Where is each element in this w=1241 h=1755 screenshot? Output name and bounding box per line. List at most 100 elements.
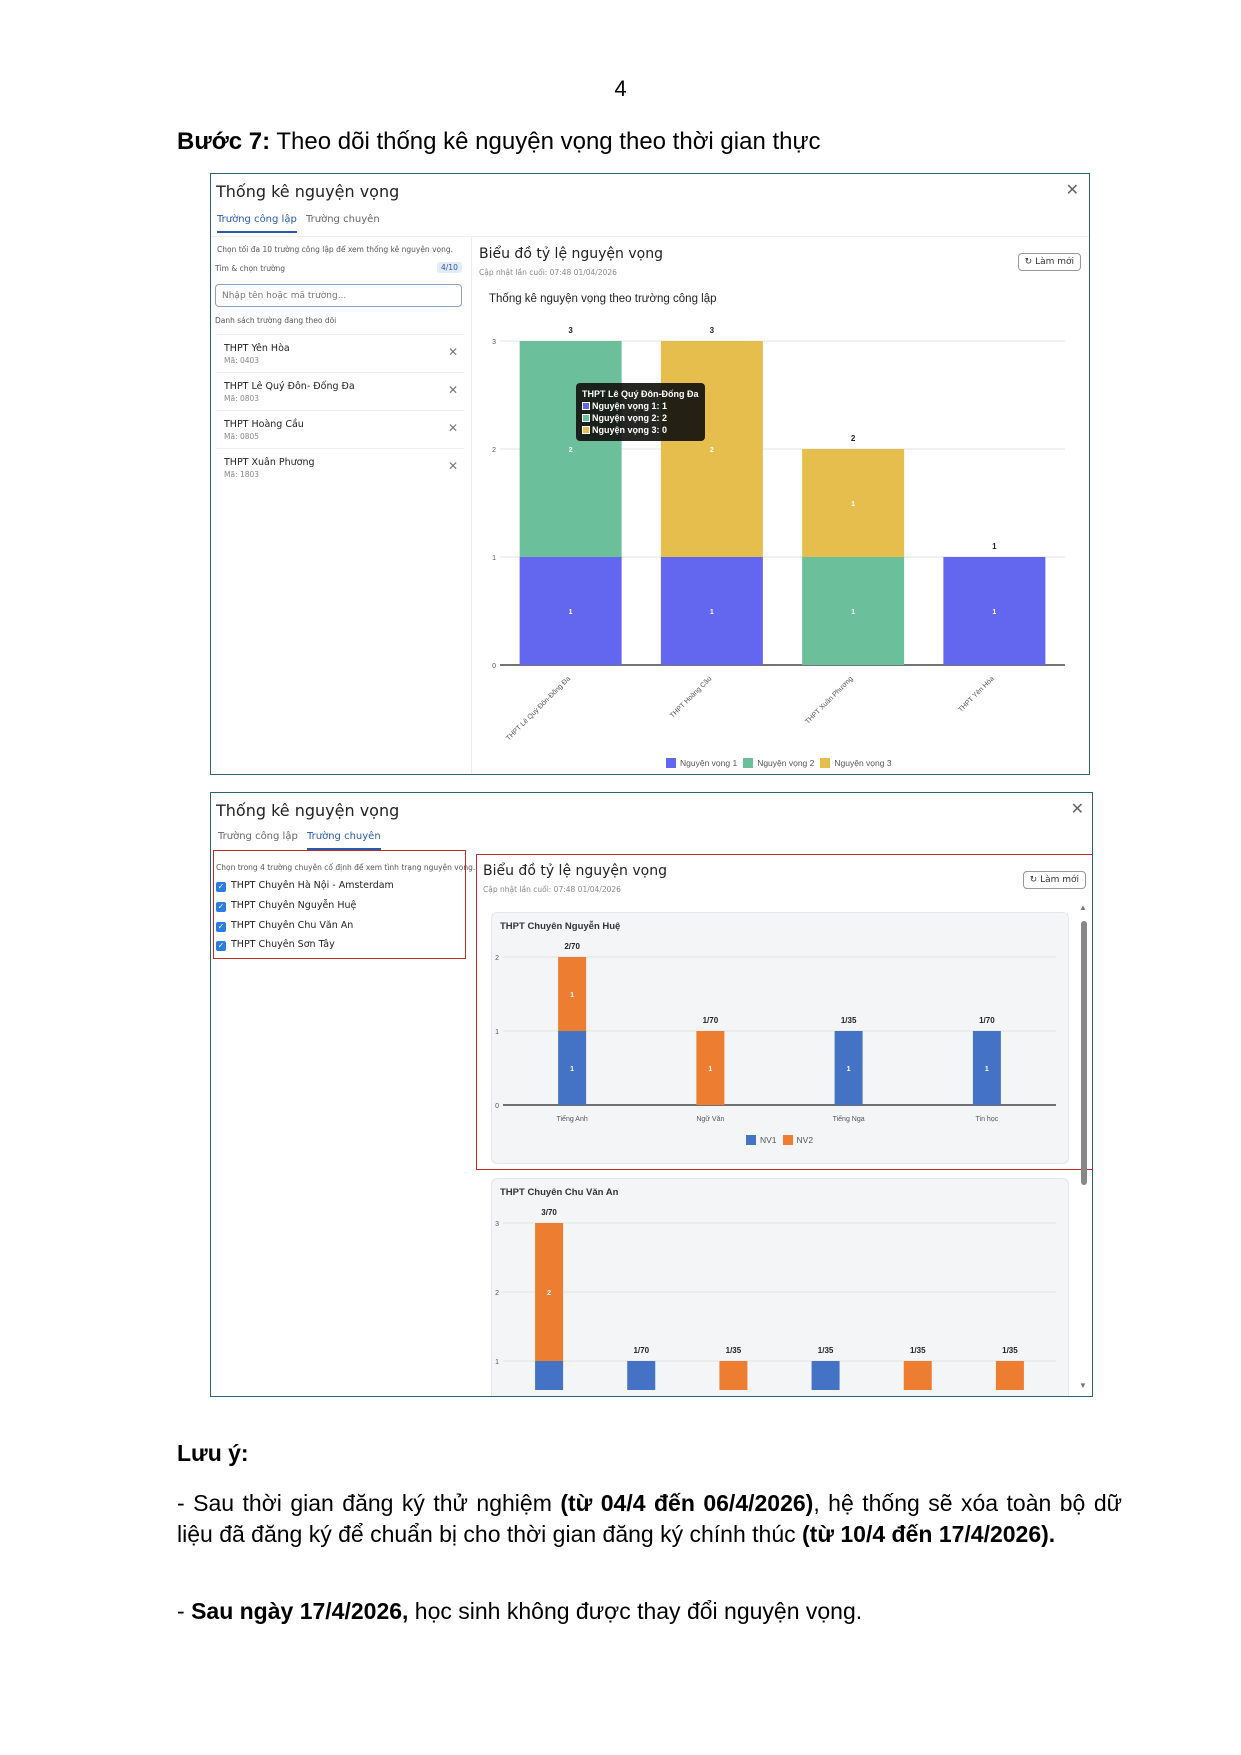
remove-icon[interactable]: ✕ [447,459,458,473]
remove-icon[interactable]: ✕ [447,345,458,359]
legend-swatch [782,1135,793,1145]
scroll-up-icon[interactable]: ▲ [1079,903,1087,912]
chart-card: THPT Chuyên Chu Văn An [491,1178,1069,1396]
chart-header: Biểu đồ tỷ lệ nguyện vọng [483,863,667,879]
scroll-down-icon[interactable]: ▼ [1079,1381,1087,1390]
info-text: Chọn tối đa 10 trường công lập để xem th… [217,245,453,254]
step-heading: Bước 7: Theo dõi thống kê nguyện vọng th… [177,128,821,156]
school-name: THPT Lê Quý Đôn- Đống Đa [224,381,355,392]
chart-legend: NV1 NV2 [740,1135,813,1145]
checkbox-checked-icon[interactable]: ✓ [216,882,226,892]
legend-label[interactable]: NV2 [796,1135,814,1145]
chart-title: Thống kê nguyện vọng theo trường công lậ… [489,293,717,305]
legend-swatch [746,1135,756,1145]
search-label: Tìm & chọn trường [215,264,286,273]
school-checkbox[interactable]: ✓ THPT Chuyên Chu Văn An [216,920,353,932]
chart-legend: Nguyện vọng 1 Nguyện vọng 2 Nguyện vọng 3 [660,758,892,768]
highlight-box [476,854,1092,1170]
swatch-nv1 [582,402,590,410]
tab-public-schools[interactable]: Trường công lập [218,831,298,842]
bar-segment [719,1361,748,1390]
list-label: Danh sách trường đang theo dõi [215,316,337,325]
total-label: 1/35 [910,1346,926,1355]
school-checkbox[interactable]: ✓ THPT Chuyên Nguyễn Huệ [216,900,356,912]
total-label: 1/35 [1002,1346,1018,1355]
close-icon[interactable]: ✕ [1070,801,1084,818]
info-text: Chọn trong 4 trường chuyên cố định để xe… [216,863,476,872]
school-checkbox[interactable]: ✓ THPT Chuyên Sơn Tây [216,939,335,951]
tooltip-line: Nguyện vọng 1: 1 [592,401,668,411]
last-updated: Cập nhật lần cuối: 07:48 01/04/2026 [483,885,621,894]
checkbox-label: THPT Chuyên Nguyễn Huệ [231,900,357,911]
note-bold: Sau ngày 17/4/2026, [191,1598,409,1624]
stats-panel-public: Thống kê nguyện vọng ✕ Trường công lập T… [210,173,1090,775]
y-tick-label: 2 [495,1290,499,1297]
total-label: 1/35 [726,1346,742,1355]
last-updated: Cập nhật lần cuối: 07:48 01/04/2026 [479,268,617,277]
panel-title: Thống kê nguyện vọng [216,182,400,201]
note-paragraph: - Sau ngày 17/4/2026, học sinh không đượ… [177,1596,1122,1627]
step-label: Bước 7: [177,128,271,155]
bar-segment [903,1361,932,1390]
total-label: 3/70 [541,1208,557,1217]
count-badge: 4/10 [437,262,462,273]
swatch-nv3 [582,426,590,434]
chart-header: Biểu đồ tỷ lệ nguyện vọng [479,246,663,262]
remove-icon[interactable]: ✕ [447,421,458,435]
tooltip-title: THPT Lê Quý Đôn-Đống Đa [582,389,699,399]
legend-label[interactable]: Nguyện vọng 3 [834,758,892,768]
school-code: Mã: 0805 [224,432,260,441]
list-item: THPT Hoàng Cầu Mã: 0805 ✕ [216,410,464,448]
note-text: - [177,1598,192,1624]
note-text: , hệ thống sẽ xóa toàn bộ dữ liệu đã đăn… [177,1490,1123,1547]
scrollbar-thumb[interactable] [1081,921,1087,1185]
tab-specialized-schools[interactable]: Trường chuyên [306,214,380,225]
legend-swatch [666,758,676,768]
total-label: 1/70 [633,1346,649,1355]
tab-public-schools[interactable]: Trường công lập [217,214,297,233]
chart-clip: 1 2 3 1 2 3/70 1 1/70 1 1/35 1 1/35 1 1/35 1 1/35 [490,1178,1068,1390]
note-paragraph: - Sau thời gian đăng ký thử nghiệm (từ 0… [177,1488,1122,1550]
tooltip-line: Nguyện vọng 2: 2 [592,413,668,423]
divider [211,236,1089,237]
segment-label: 2 [547,1290,551,1297]
bar-segment [811,1361,840,1390]
school-code: Mã: 1803 [224,470,260,479]
close-icon[interactable]: ✕ [1065,182,1079,199]
school-search-input[interactable] [215,284,462,307]
bar-segment [627,1361,656,1390]
legend-swatch [743,758,754,768]
refresh-icon: ↻ [1029,875,1041,885]
divider [471,236,472,774]
checkbox-label: THPT Chuyên Hà Nội - Amsterdam [231,880,394,891]
checkbox-label: THPT Chuyên Chu Văn An [231,920,354,931]
refresh-label: Làm mới [1040,875,1079,885]
note-bold: (từ 04/4 đến 06/4/2026) [560,1490,814,1516]
legend-label[interactable]: NV1 [760,1135,777,1145]
step-text: Theo dõi thống kê nguyện vọng theo thời … [270,128,821,155]
remove-icon[interactable]: ✕ [447,383,458,397]
legend-label[interactable]: Nguyện vọng 1 [680,758,738,768]
checkbox-checked-icon[interactable]: ✓ [216,941,226,951]
note-text: - Sau thời gian đăng ký thử nghiệm [177,1490,561,1516]
school-name: THPT Yên Hòa [224,343,290,354]
refresh-button[interactable]: ↻ Làm mới [1022,871,1086,889]
swatch-nv2 [582,414,590,422]
note-heading: Lưu ý: [177,1440,249,1466]
legend-label[interactable]: Nguyện vọng 2 [757,758,815,768]
list-item: THPT Lê Quý Đôn- Đống Đa Mã: 0803 ✕ [216,372,464,410]
refresh-button[interactable]: ↻ Làm mới [1017,253,1081,271]
tab-specialized-schools[interactable]: Trường chuyên [307,831,381,850]
chart-tooltip: THPT Lê Quý Đôn-Đống Đa Nguyện vọng 1: 1… [576,383,705,441]
checkbox-checked-icon[interactable]: ✓ [216,922,226,932]
y-tick-label: 3 [495,1221,499,1228]
note-text: học sinh không được thay đổi nguyện vọng… [408,1598,863,1624]
chart-title: THPT Chuyên Chu Văn An [500,1187,619,1198]
checkbox-checked-icon[interactable]: ✓ [216,902,226,912]
tooltip-line: Nguyện vọng 3: 0 [592,425,668,435]
school-checkbox[interactable]: ✓ THPT Chuyên Hà Nội - Amsterdam [216,880,394,892]
bar-segment [995,1361,1024,1390]
chart-title: THPT Chuyên Nguyễn Huệ [500,921,621,932]
refresh-icon: ↻ [1024,257,1036,267]
